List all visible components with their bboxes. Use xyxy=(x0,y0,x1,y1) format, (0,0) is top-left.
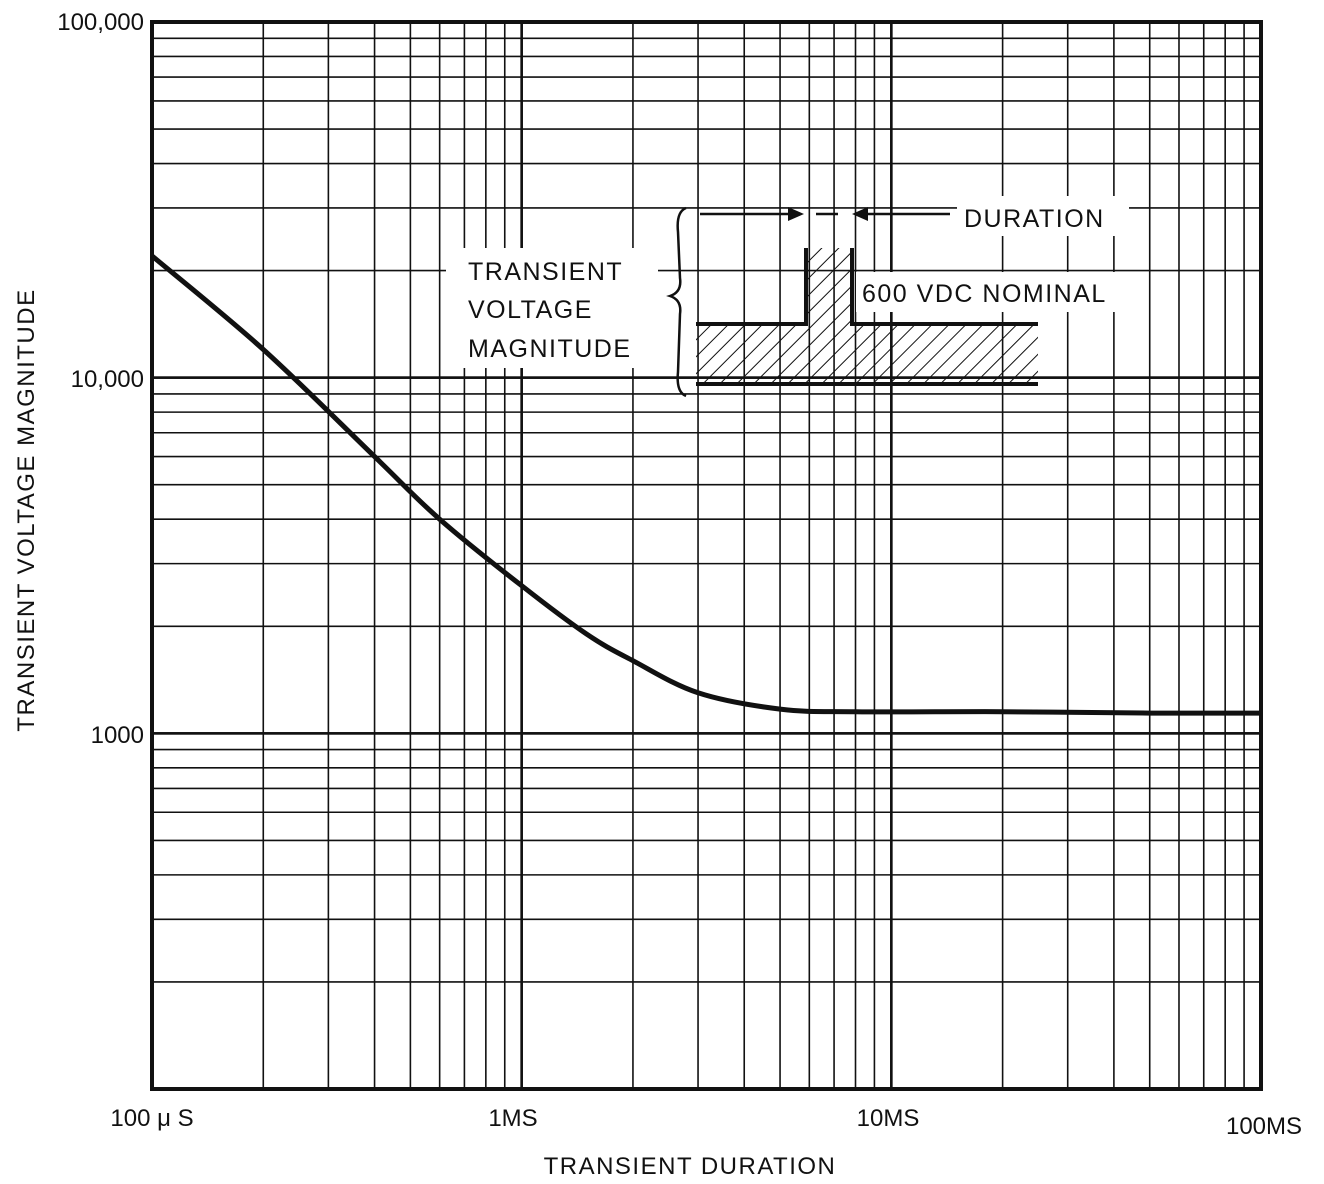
y-axis-title: TRANSIENT VOLTAGE MAGNITUDE xyxy=(13,288,40,731)
y-axis-ticks: 100,000 10,000 1000 xyxy=(57,9,144,749)
inset-nominal-label: 600 VDC NOMINAL xyxy=(862,280,1107,308)
x-tick-label: 100MS xyxy=(1226,1113,1302,1140)
y-tick-label: 10,000 xyxy=(71,366,144,393)
inset-transient-diagram: TRANSIENT VOLTAGE MAGNITUDE DURATION 600… xyxy=(446,196,1132,398)
inset-duration-background xyxy=(957,196,1129,236)
inset-transient-pulse xyxy=(696,248,808,326)
y-tick-label: 1000 xyxy=(91,722,144,749)
inset-arrow-left-head xyxy=(788,207,804,221)
inset-nominal-background xyxy=(856,272,1132,312)
inset-hatched-region xyxy=(696,248,1038,384)
inset-magnitude-line-2: VOLTAGE xyxy=(468,296,593,324)
inset-brace xyxy=(666,206,687,398)
x-tick-label: 100 μ S xyxy=(110,1105,193,1132)
plot-frame xyxy=(150,20,1263,1091)
inset-magnitude-line-3: MAGNITUDE xyxy=(468,335,632,363)
grid xyxy=(150,20,1263,1091)
inset-label-background xyxy=(446,248,658,368)
x-tick-label: 1MS xyxy=(488,1105,537,1132)
x-axis-title: TRANSIENT DURATION xyxy=(544,1153,837,1180)
inset-magnitude-line-1: TRANSIENT xyxy=(468,258,623,286)
inset-arrow-right-head xyxy=(852,207,868,221)
inset-transient-pulse-fall xyxy=(850,248,1038,326)
y-tick-label: 100,000 xyxy=(57,9,144,36)
x-axis-ticks: 100 μ S 1MS 10MS 100MS xyxy=(110,1105,1302,1140)
series-layer xyxy=(150,253,1262,716)
series-line-0 xyxy=(150,253,1262,716)
x-tick-label: 10MS xyxy=(857,1105,920,1132)
inset-duration-label: DURATION xyxy=(964,205,1105,233)
